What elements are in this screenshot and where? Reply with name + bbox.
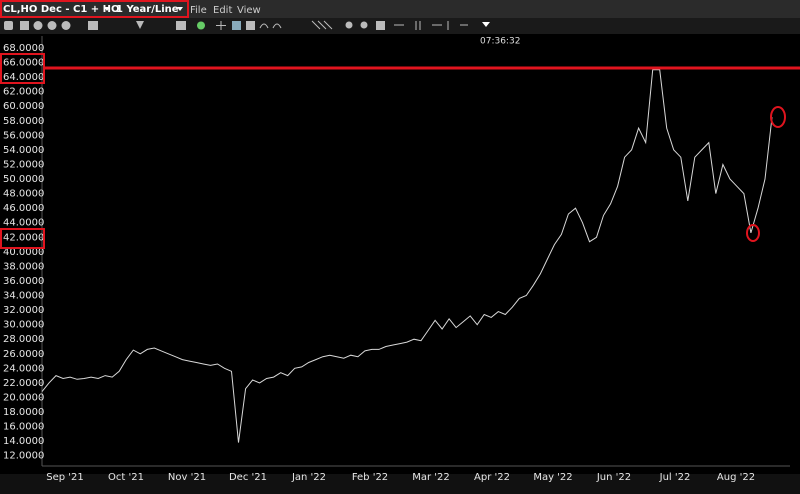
annotation-circle [770, 106, 786, 128]
plot: 12.0000 14.0000 16.0000 18.0000 20.0000 22.00… [3, 43, 773, 483]
y-tick-label: 14.0000 [3, 436, 44, 447]
y-tick-label: 12.0000 [3, 451, 44, 462]
x-tick-label: Oct '21 [108, 472, 144, 483]
icon[interactable] [88, 21, 98, 30]
icon[interactable] [311, 20, 333, 30]
price-line [41, 69, 773, 443]
x-tick-label: Jan '22 [291, 472, 326, 483]
y-tick-label: 52.0000 [3, 159, 44, 170]
x-tick-label: Nov '21 [168, 472, 206, 483]
annotation-box [0, 228, 45, 249]
icon[interactable] [216, 21, 226, 30]
x-tick-label: Feb '22 [352, 472, 388, 483]
symbol[interactable]: CL,HO Dec - C1 + HO [3, 4, 120, 15]
y-tick-label: 20.0000 [3, 392, 44, 403]
x-tick-label: Aug '22 [717, 472, 755, 483]
y-tick-label: 30.0000 [3, 320, 44, 331]
y-tick-label: 40.0000 [3, 247, 44, 258]
icon[interactable] [4, 21, 13, 30]
y-tick-label: 60.0000 [3, 101, 44, 112]
clock: 07:36:32 [480, 37, 520, 47]
annotation-box [0, 0, 189, 18]
icon[interactable] [197, 21, 205, 30]
icon[interactable] [259, 23, 269, 29]
y-tick-label: 48.0000 [3, 189, 44, 200]
y-tick-label: 56.0000 [3, 130, 44, 141]
period[interactable]: 1 Year/Line [116, 4, 179, 15]
y-tick-label: 62.0000 [3, 87, 44, 98]
y-tick-label: 36.0000 [3, 276, 44, 287]
icon[interactable] [176, 21, 186, 30]
y-tick-label: 46.0000 [3, 203, 44, 214]
dropdown-arrow[interactable] [104, 7, 110, 11]
y-tick-label: 22.0000 [3, 378, 44, 389]
y-tick-label: 28.0000 [3, 334, 44, 345]
y-tick-label: 58.0000 [3, 116, 44, 127]
icons [4, 20, 490, 30]
icon[interactable] [376, 21, 385, 30]
icon[interactable] [47, 21, 57, 30]
menu-item[interactable]: Edit [213, 5, 232, 16]
dropdown-arrow[interactable] [177, 7, 183, 11]
icon[interactable] [272, 23, 282, 29]
x-tick-label: Sep '21 [46, 472, 84, 483]
y-tick-label: 16.0000 [3, 422, 44, 433]
x-tick-label: May '22 [533, 472, 572, 483]
x-tick-label: Dec '21 [229, 472, 267, 483]
y-tick-label: 66.0000 [3, 58, 44, 69]
x-tick-label: Mar '22 [412, 472, 450, 483]
icon[interactable] [394, 21, 468, 30]
menu-item[interactable]: File [190, 5, 207, 16]
y-tick-label: 24.0000 [3, 363, 44, 374]
y-tick-label: 64.0000 [3, 72, 44, 83]
x-tick-label: Jul '22 [659, 472, 691, 483]
y-tick-label: 26.0000 [3, 349, 44, 360]
y-tick-label: 50.0000 [3, 174, 44, 185]
y-tick-label: 42.0000 [3, 232, 44, 243]
icon[interactable] [136, 21, 144, 29]
y-tick-label: 32.0000 [3, 305, 44, 316]
y-tick-label: 44.0000 [3, 218, 44, 229]
icon[interactable] [482, 22, 490, 27]
y-tick-label: 54.0000 [3, 145, 44, 156]
y-tick-label: 68.0000 [3, 43, 44, 54]
x-tick-label: Jun '22 [596, 472, 631, 483]
icon[interactable] [33, 21, 43, 30]
icon[interactable] [345, 21, 353, 29]
icon[interactable] [232, 21, 241, 30]
x-tick-label: Apr '22 [474, 472, 510, 483]
icon-bar [0, 18, 800, 34]
y-tick-label: 18.0000 [3, 407, 44, 418]
icon[interactable] [61, 21, 71, 30]
icon[interactable] [20, 21, 29, 30]
navigator [0, 474, 800, 494]
y-tick-label: 38.0000 [3, 261, 44, 272]
toolbar [0, 0, 800, 18]
annotation-circle [746, 224, 760, 242]
icon[interactable] [360, 21, 368, 29]
icon[interactable] [246, 21, 255, 30]
menu-item[interactable]: View [237, 5, 261, 16]
y-tick-label: 34.0000 [3, 291, 44, 302]
